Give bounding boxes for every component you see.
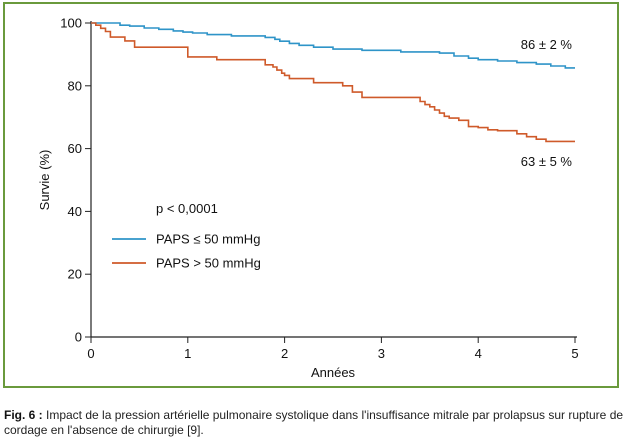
end-label-1: 86 ± 2 % — [521, 37, 573, 52]
series-line-2 — [91, 22, 575, 143]
y-tick-label: 60 — [68, 141, 82, 156]
y-axis-label: Survie (%) — [37, 150, 52, 211]
legend-title: p < 0,0001 — [156, 201, 218, 216]
survival-chart: 0 20 40 60 80 100 0 1 2 3 4 5 PAPS ≤ 50 mmHg PAPS > … — [37, 16, 579, 381]
caption-text: Impact de la pression artérielle pulmona… — [4, 408, 624, 437]
y-tick-label: 80 — [68, 78, 82, 93]
x-tick-label: 3 — [378, 346, 385, 361]
x-tick-label: 5 — [571, 346, 578, 361]
x-tick-label: 1 — [184, 346, 191, 361]
series-lines — [91, 22, 575, 143]
figure-frame — [3, 2, 619, 388]
y-tick-label: 100 — [60, 16, 82, 31]
caption-label: Fig. 6 : — [4, 408, 43, 422]
x-axis-label: Années — [311, 365, 356, 380]
chart-axes — [85, 21, 577, 343]
x-tick-label: 0 — [87, 346, 94, 361]
x-tick-label: 4 — [475, 346, 482, 361]
figure-caption: Fig. 6 : Impact de la pression artériell… — [4, 408, 624, 438]
y-tick-label: 40 — [68, 204, 82, 219]
legend-entry-1: PAPS ≤ 50 mmHg — [156, 232, 260, 247]
end-annotations: 86 ± 2 % 63 ± 5 % — [521, 37, 573, 169]
y-tick-label: 0 — [75, 330, 82, 345]
legend-entry-2: PAPS > 50 mmHg — [156, 256, 261, 271]
series-line-1 — [91, 22, 575, 69]
end-label-2: 63 ± 5 % — [521, 154, 573, 169]
x-tick-label: 2 — [281, 346, 288, 361]
y-tick-label: 20 — [68, 267, 82, 282]
chart-legend: PAPS ≤ 50 mmHg PAPS > 50 mmHg p < 0,0001 — [112, 201, 261, 271]
tick-labels: 0 20 40 60 80 100 0 1 2 3 4 5 — [60, 16, 578, 362]
